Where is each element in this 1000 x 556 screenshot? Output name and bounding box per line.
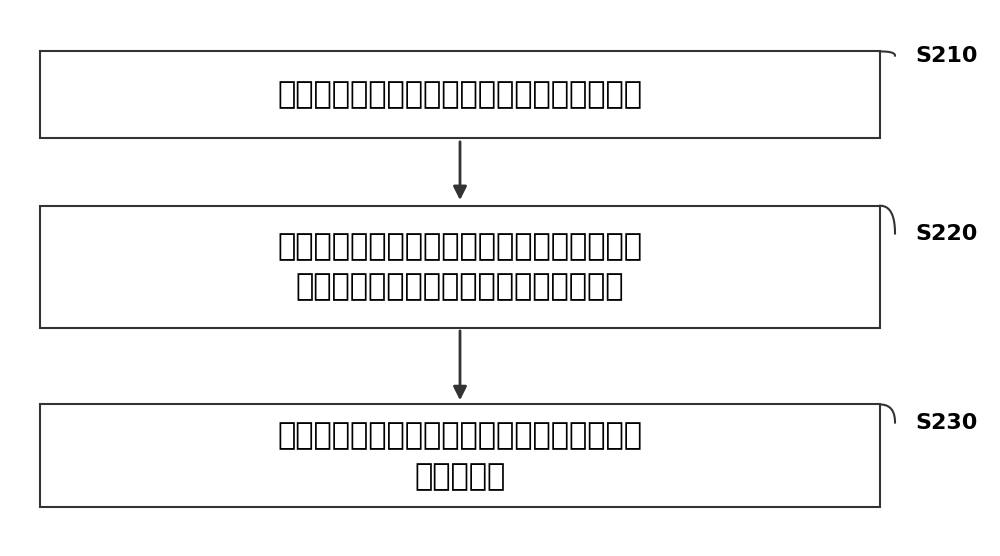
- Text: S210: S210: [915, 46, 978, 66]
- Text: 将距离初始扫描终点预设距离的位置确定为实
时出图起点: 将距离初始扫描终点预设距离的位置确定为实 时出图起点: [277, 421, 642, 490]
- FancyBboxPatch shape: [40, 51, 880, 137]
- FancyBboxPatch shape: [40, 405, 880, 507]
- Text: S230: S230: [915, 413, 977, 433]
- Text: S220: S220: [915, 224, 977, 244]
- Text: 根据定位扫描图像和扫描起点，确定目标检测
部位沿扫描方向进行扫描的初始扫描终点: 根据定位扫描图像和扫描起点，确定目标检测 部位沿扫描方向进行扫描的初始扫描终点: [277, 232, 642, 301]
- Text: 获取受检对象的目标检测部位的定位扫描图像: 获取受检对象的目标检测部位的定位扫描图像: [277, 80, 642, 109]
- FancyBboxPatch shape: [40, 206, 880, 328]
